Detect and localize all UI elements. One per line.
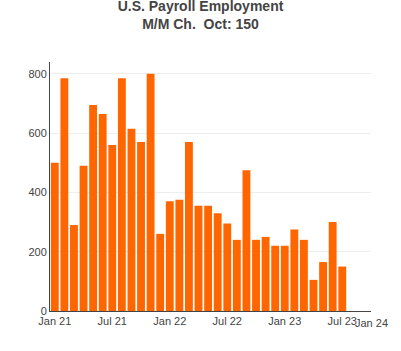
svg-text:Jan 22: Jan 22 xyxy=(153,315,186,327)
svg-text:Jan 21: Jan 21 xyxy=(38,315,71,327)
svg-text:400: 400 xyxy=(28,186,46,198)
svg-text:Jul 22: Jul 22 xyxy=(213,315,242,327)
svg-text:Jan 24: Jan 24 xyxy=(355,317,388,329)
svg-text:Jul 21: Jul 21 xyxy=(98,315,127,327)
svg-text:600: 600 xyxy=(28,127,46,139)
svg-text:U.S. Payroll EmploymentM/M Ch.: U.S. Payroll EmploymentM/M Ch. Oct: 150 xyxy=(118,0,284,32)
svg-text:0: 0 xyxy=(41,305,47,317)
svg-text:800: 800 xyxy=(28,68,46,80)
svg-text:Jan 23: Jan 23 xyxy=(268,315,301,327)
svg-text:Jul 23: Jul 23 xyxy=(328,315,357,327)
svg-text:200: 200 xyxy=(28,246,46,258)
